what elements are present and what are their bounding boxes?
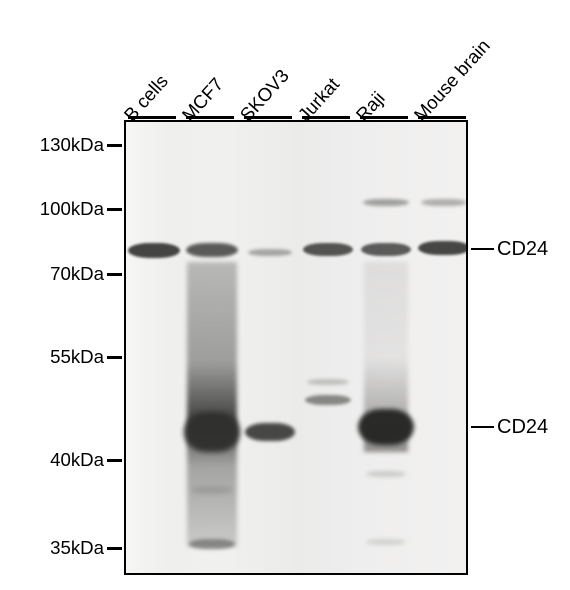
blot-band — [245, 423, 295, 441]
blot-smear — [187, 262, 237, 547]
band-annotation-label: CD24 — [497, 416, 548, 439]
mw-marker-tick — [107, 273, 122, 276]
mw-marker-tick — [107, 356, 122, 359]
blot-band — [128, 243, 180, 258]
mw-marker-tick — [107, 144, 122, 147]
lane-rule-mcf7 — [186, 116, 234, 119]
mw-marker-label: 100kDa — [0, 198, 104, 220]
lane-rule-skov3 — [244, 116, 292, 119]
lane-rule-b-cells — [128, 116, 176, 119]
western-blot-figure: { "figure": { "width_px": 570, "height_p… — [0, 0, 570, 590]
band-annotation-tick — [471, 426, 494, 428]
mw-marker-tick — [107, 547, 122, 550]
blot-membrane — [124, 120, 468, 575]
blot-band — [305, 395, 351, 405]
blot-band — [418, 241, 468, 255]
band-annotation-label: CD24 — [497, 238, 548, 261]
blot-band — [191, 486, 233, 494]
blot-band — [189, 539, 235, 549]
mw-marker-label: 130kDa — [0, 134, 104, 156]
blot-band — [248, 249, 292, 256]
mw-marker-label: 55kDa — [0, 346, 104, 368]
lane-rule-mouse-brain — [418, 116, 466, 119]
blot-band — [186, 243, 238, 257]
mw-marker-label: 70kDa — [0, 263, 104, 285]
blot-band — [366, 471, 406, 477]
lane-rule-jurkat — [302, 116, 350, 119]
blot-band — [184, 412, 240, 452]
mw-marker-tick — [107, 208, 122, 211]
band-annotation-tick — [471, 248, 494, 250]
blot-band — [361, 243, 411, 256]
blot-band — [363, 199, 409, 206]
blot-band — [307, 379, 349, 385]
lane-label-mouse-brain: Mouse brain — [410, 35, 495, 126]
blot-band — [303, 243, 353, 256]
mw-marker-tick — [107, 459, 122, 462]
blot-band — [358, 409, 414, 445]
mw-marker-label: 35kDa — [0, 537, 104, 559]
mw-marker-label: 40kDa — [0, 449, 104, 471]
blot-band — [366, 539, 406, 545]
blot-band — [421, 199, 467, 206]
lane-rule-raji — [360, 116, 408, 119]
